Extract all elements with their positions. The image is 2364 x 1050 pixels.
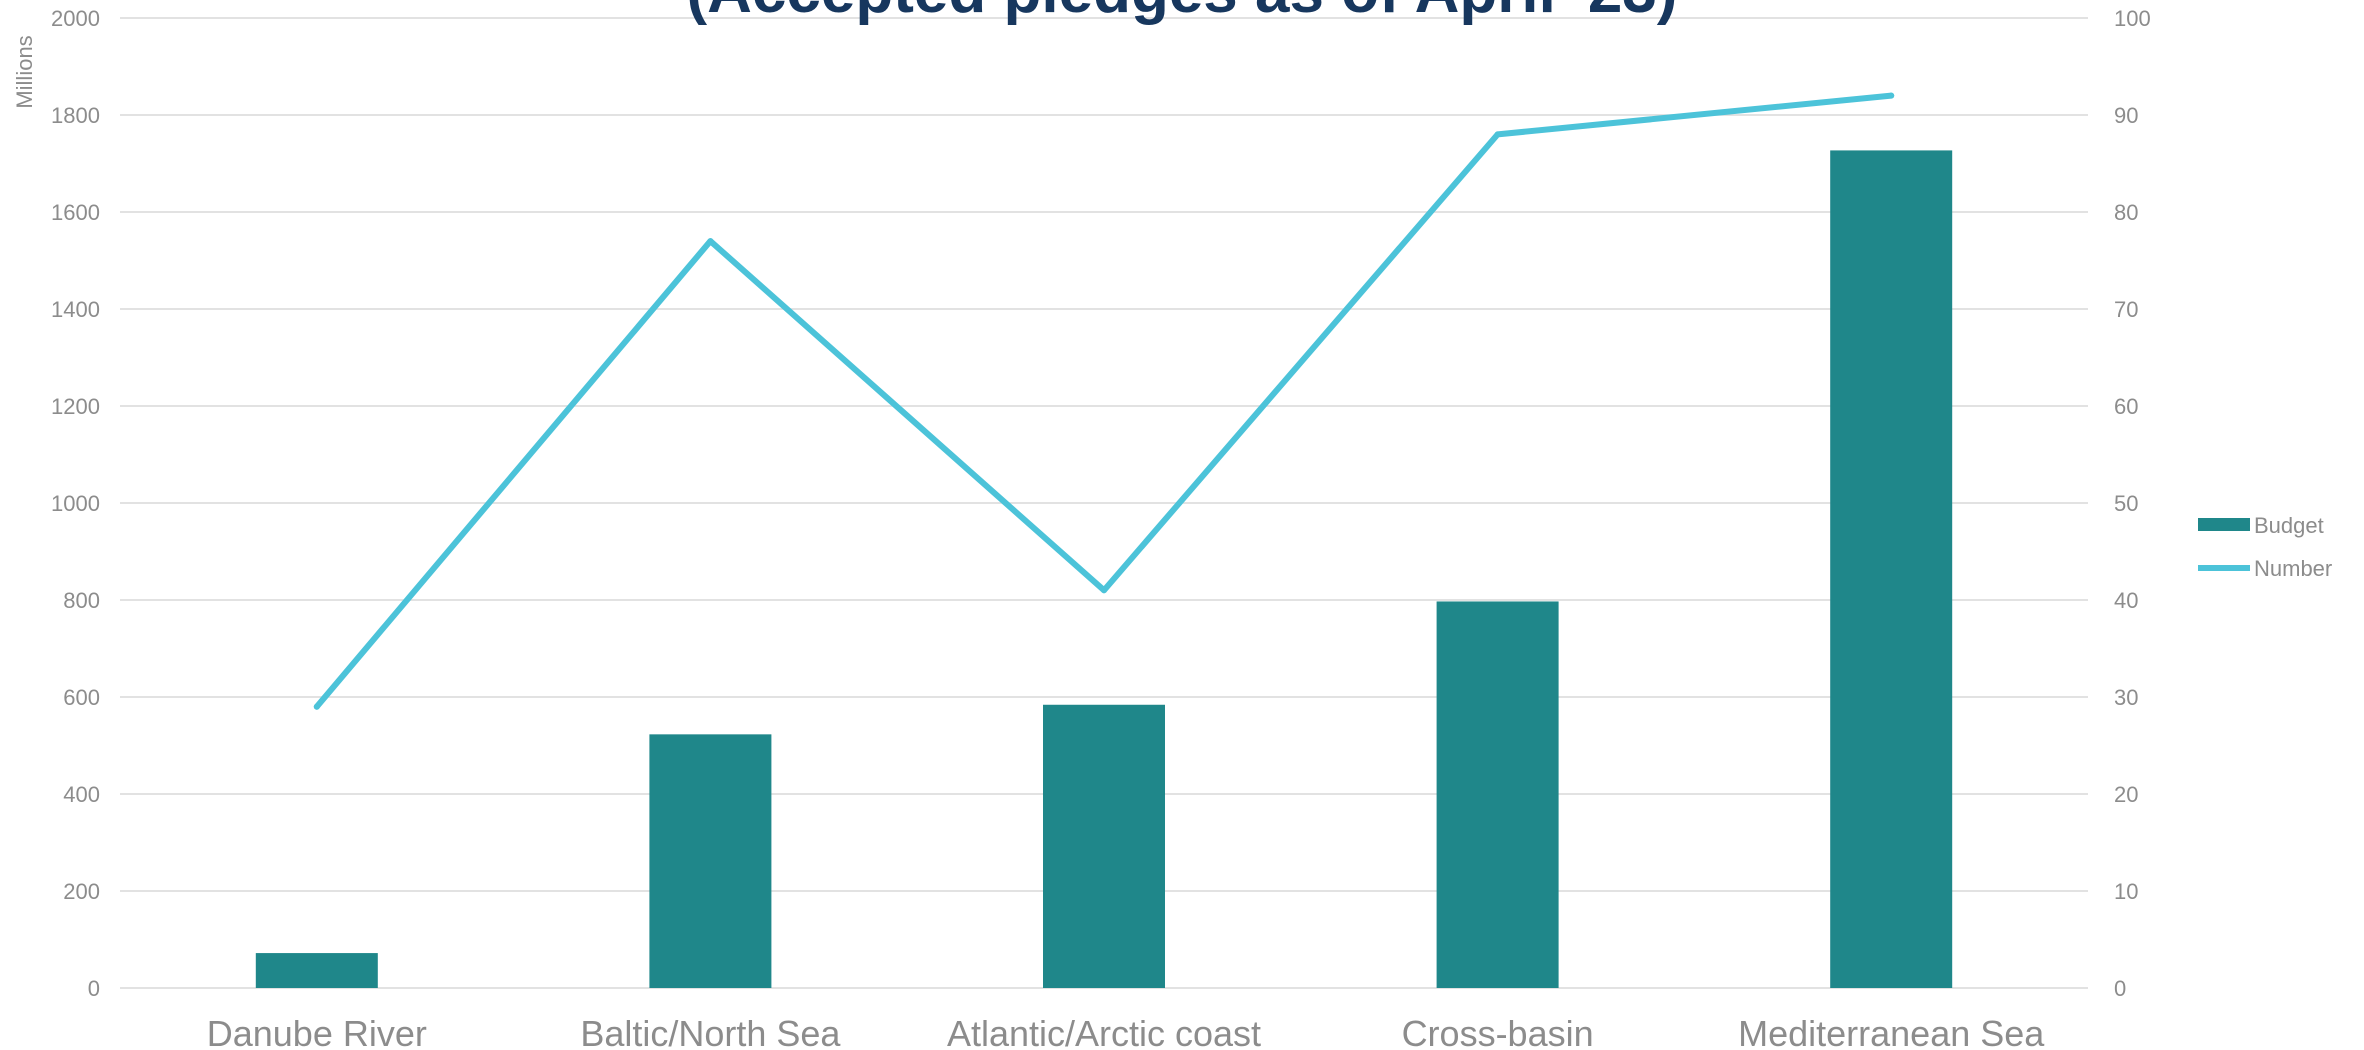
left-tick-label: 1200: [51, 394, 100, 419]
right-tick-label: 70: [2114, 297, 2138, 322]
left-tick-label: 1600: [51, 200, 100, 225]
right-tick-label: 100: [2114, 6, 2151, 31]
number-point: [1888, 92, 1895, 99]
right-tick-label: 30: [2114, 685, 2138, 710]
legend-label-budget: Budget: [2254, 513, 2324, 538]
left-tick-label: 800: [63, 588, 100, 613]
left-axis-label: Millions: [12, 35, 37, 108]
legend-swatch-budget: [2198, 518, 2250, 531]
left-tick-label: 1400: [51, 297, 100, 322]
budget-bar: [1436, 601, 1559, 988]
budget-bar: [255, 953, 378, 988]
category-labels: Danube River Baltic/North Sea Atlantic/Arc…: [207, 1013, 2046, 1050]
right-tick-label: 50: [2114, 491, 2138, 516]
number-line: [313, 92, 1895, 710]
legend: Budget Number: [2198, 513, 2332, 581]
budget-bar: [649, 734, 772, 988]
number-point: [707, 238, 714, 245]
left-tick-label: 400: [63, 782, 100, 807]
budget-bar: [1043, 704, 1165, 988]
number-point: [1494, 131, 1501, 138]
right-tick-label: 10: [2114, 879, 2138, 904]
left-tick-label: 1000: [51, 491, 100, 516]
left-tick-label: 2000: [51, 6, 100, 31]
left-tick-label: 600: [63, 685, 100, 710]
category-label: Baltic/North Sea: [580, 1013, 841, 1050]
category-label: Mediterranean Sea: [1738, 1013, 2045, 1050]
left-tick-label: 0: [88, 976, 100, 1001]
category-label: Atlantic/Arctic coast: [947, 1013, 1261, 1050]
right-tick-label: 60: [2114, 394, 2138, 419]
right-tick-label: 80: [2114, 200, 2138, 225]
category-label: Danube River: [207, 1013, 427, 1050]
left-tick-label: 1800: [51, 103, 100, 128]
chart-title: (Accepted pledges as of April '23): [687, 0, 1678, 26]
number-series-line: [313, 92, 1895, 710]
number-point: [313, 703, 320, 710]
right-tick-label: 90: [2114, 103, 2138, 128]
right-tick-label: 40: [2114, 588, 2138, 613]
number-point: [1101, 587, 1107, 594]
legend-label-number: Number: [2254, 556, 2332, 581]
left-axis-ticks: 0 200 400 600 800 1000 1200 1400 1600 1800 2000: [51, 6, 100, 1001]
budget-bars: [255, 150, 1953, 988]
right-tick-label: 0: [2114, 976, 2126, 1001]
right-tick-label: 20: [2114, 782, 2138, 807]
budget-bar: [1830, 150, 1953, 988]
left-tick-label: 200: [63, 879, 100, 904]
right-axis-ticks: 0 10 20 30 40 50 60 70 80 90 100: [2114, 6, 2151, 1001]
category-label: Cross-basin: [1402, 1013, 1594, 1050]
gridlines: [120, 17, 2088, 989]
